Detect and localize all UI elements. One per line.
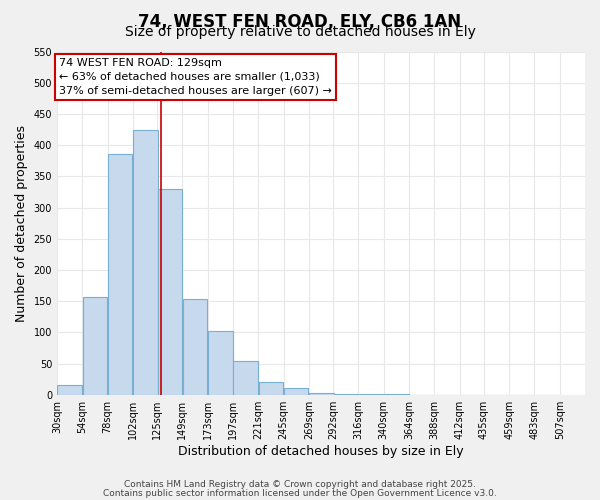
Bar — [158, 190, 182, 394]
Bar — [208, 331, 233, 394]
Text: Contains public sector information licensed under the Open Government Licence v3: Contains public sector information licen… — [103, 489, 497, 498]
X-axis label: Distribution of detached houses by size in Ely: Distribution of detached houses by size … — [178, 444, 464, 458]
Bar — [108, 154, 133, 394]
Text: Size of property relative to detached houses in Ely: Size of property relative to detached ho… — [125, 25, 475, 39]
Bar — [183, 298, 208, 394]
Bar — [259, 382, 283, 394]
Text: Contains HM Land Registry data © Crown copyright and database right 2025.: Contains HM Land Registry data © Crown c… — [124, 480, 476, 489]
Text: 74, WEST FEN ROAD, ELY, CB6 1AN: 74, WEST FEN ROAD, ELY, CB6 1AN — [139, 12, 461, 30]
Y-axis label: Number of detached properties: Number of detached properties — [15, 124, 28, 322]
Bar — [310, 393, 334, 394]
Bar — [133, 130, 158, 394]
Bar — [284, 388, 308, 394]
Bar — [58, 386, 82, 394]
Text: 74 WEST FEN ROAD: 129sqm
← 63% of detached houses are smaller (1,033)
37% of sem: 74 WEST FEN ROAD: 129sqm ← 63% of detach… — [59, 58, 332, 96]
Bar — [233, 361, 258, 394]
Bar — [83, 296, 107, 394]
